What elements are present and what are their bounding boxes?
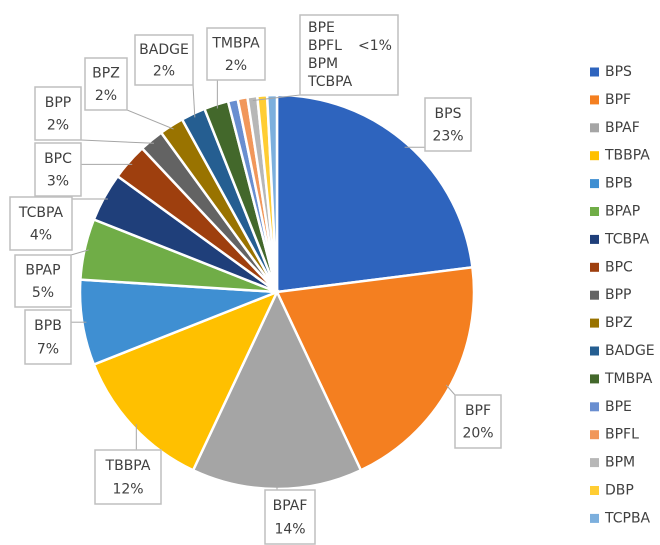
data-label: 7% xyxy=(37,341,59,357)
legend-swatch xyxy=(590,486,599,495)
legend-swatch xyxy=(590,402,599,412)
callout-box xyxy=(24,309,72,365)
data-label: 12% xyxy=(112,481,143,497)
data-label: 2% xyxy=(153,64,175,80)
legend-label: BPAP xyxy=(605,204,640,220)
legend-label: BPFL xyxy=(605,427,639,443)
callout-name: BPAP xyxy=(25,263,60,279)
legend-swatch xyxy=(590,234,599,244)
data-label: 14% xyxy=(274,521,305,537)
callout-box xyxy=(206,27,266,81)
data-label: 4% xyxy=(30,228,52,244)
callout-name: TCBPA xyxy=(18,205,64,221)
legend-swatch xyxy=(590,179,599,189)
data-label: 2% xyxy=(47,118,69,134)
legend-label: BPP xyxy=(605,287,632,303)
legend-swatch xyxy=(590,290,599,300)
legend-swatch xyxy=(590,458,599,468)
legend-swatch xyxy=(590,374,599,384)
callout-name: BPM xyxy=(308,56,338,72)
leader-line xyxy=(445,384,456,396)
legend-swatch xyxy=(590,67,599,77)
callout-box xyxy=(424,97,472,152)
callout-name: TCBPA xyxy=(307,74,353,90)
data-label: 20% xyxy=(462,426,493,442)
callout-name: TBBPA xyxy=(105,458,151,474)
legend-swatch xyxy=(590,95,599,105)
callout-name: BPC xyxy=(44,151,72,167)
legend-label: TMBPA xyxy=(604,371,653,387)
data-label: 2% xyxy=(225,58,247,74)
callout-name: BPS xyxy=(435,106,462,122)
callout-name: BPZ xyxy=(92,66,120,82)
callout-box xyxy=(84,57,128,111)
legend-label: BPC xyxy=(605,259,633,275)
legend-swatch xyxy=(590,430,599,440)
legend-swatch xyxy=(590,151,599,161)
leader-line xyxy=(70,249,89,256)
leader-line xyxy=(252,94,301,102)
data-label: 3% xyxy=(47,174,69,190)
data-label: <1% xyxy=(358,38,392,54)
data-label: 2% xyxy=(95,88,117,104)
leader-line xyxy=(192,84,196,118)
callout-name: BADGE xyxy=(139,42,189,58)
legend-swatch xyxy=(590,207,599,216)
callout-name: BPE xyxy=(308,20,335,36)
legend-label: BADGE xyxy=(605,343,655,359)
callout-name: BPAF xyxy=(273,498,308,514)
pie-slice xyxy=(275,265,476,472)
callout-name: BPP xyxy=(45,95,72,111)
legend-swatch xyxy=(590,262,599,272)
callout-box xyxy=(34,86,82,141)
legend-label: TCPBA xyxy=(604,510,651,526)
callout-box xyxy=(264,489,316,545)
callout-box xyxy=(299,14,399,96)
callout-box xyxy=(9,196,73,251)
leader-line xyxy=(126,109,174,130)
callout-box xyxy=(134,34,194,86)
callout-name: BPF xyxy=(465,403,491,419)
legend-swatch xyxy=(590,513,599,523)
callout-box xyxy=(34,142,82,197)
legend-label: BPS xyxy=(605,64,632,80)
legend-label: BPF xyxy=(605,92,631,108)
legend-swatch xyxy=(590,123,599,133)
legend-label: TCBPA xyxy=(604,231,650,247)
legend-label: BPAF xyxy=(605,120,640,136)
callout-box xyxy=(454,394,502,449)
legend-label: TBBPA xyxy=(604,148,650,164)
callout-box xyxy=(94,449,162,505)
legend-label: BPB xyxy=(605,176,633,192)
data-label: 5% xyxy=(32,285,54,301)
legend-label: DBP xyxy=(605,483,634,499)
pie-slice xyxy=(92,289,280,472)
callout-name: TMBPA xyxy=(211,36,260,52)
legend-swatch xyxy=(590,346,599,356)
pie-slice xyxy=(275,93,474,294)
legend-label: BPZ xyxy=(605,315,633,331)
callout-name: BPFL xyxy=(308,38,342,54)
leader-line xyxy=(80,139,154,144)
callout-name: BPB xyxy=(34,318,62,334)
legend-label: BPE xyxy=(605,399,632,415)
callout-box xyxy=(14,254,72,308)
legend-swatch xyxy=(590,318,599,328)
data-label: 23% xyxy=(432,129,463,145)
legend-label: BPM xyxy=(605,455,635,471)
pie-slice xyxy=(265,93,279,293)
